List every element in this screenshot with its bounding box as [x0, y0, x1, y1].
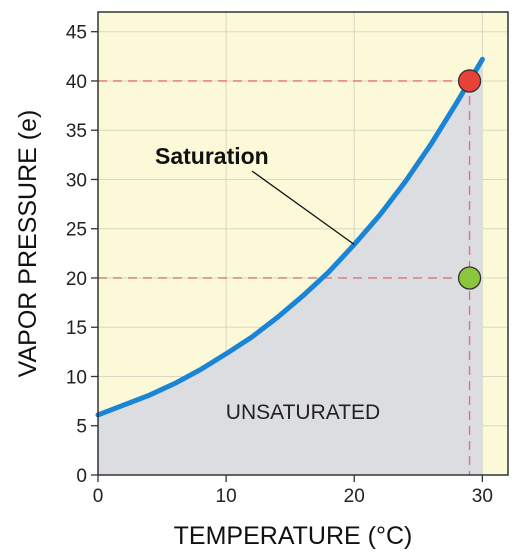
x-tick-label: 30 — [472, 486, 493, 507]
x-axis-title: TEMPERATURE (°C) — [174, 522, 413, 550]
y-tick-label: 45 — [66, 23, 87, 44]
x-axis-ticks: 0 10 20 30 — [93, 475, 493, 507]
data-points — [457, 69, 482, 290]
plot-frame — [97, 11, 509, 476]
y-tick-label: 5 — [76, 417, 87, 438]
y-axis-ticks: 0 5 10 15 20 25 30 35 40 45 — [66, 23, 98, 487]
x-tick-label: 0 — [93, 486, 104, 507]
y-tick-label: 30 — [66, 170, 87, 191]
y-tick-label: 0 — [76, 466, 87, 487]
x-tick-label: 20 — [344, 486, 365, 507]
unsaturated-region — [98, 59, 483, 476]
y-tick-label: 40 — [66, 72, 87, 93]
y-axis-title: VAPOR PRESSURE (e) — [14, 110, 42, 378]
y-tick-label: 20 — [66, 269, 87, 290]
saturation-label: Saturation — [155, 143, 269, 169]
y-tick-label: 15 — [66, 318, 87, 339]
y-tick-label: 35 — [66, 121, 87, 142]
y-tick-label: 25 — [66, 220, 87, 241]
saturation-leader-line — [251, 170, 355, 246]
data-point-marker — [457, 69, 482, 93]
saturation-curve — [95, 56, 485, 418]
unsaturated-label: UNSATURATED — [226, 401, 380, 424]
data-point-marker — [457, 266, 482, 290]
x-tick-label: 10 — [216, 486, 237, 507]
y-tick-label: 10 — [66, 367, 87, 388]
